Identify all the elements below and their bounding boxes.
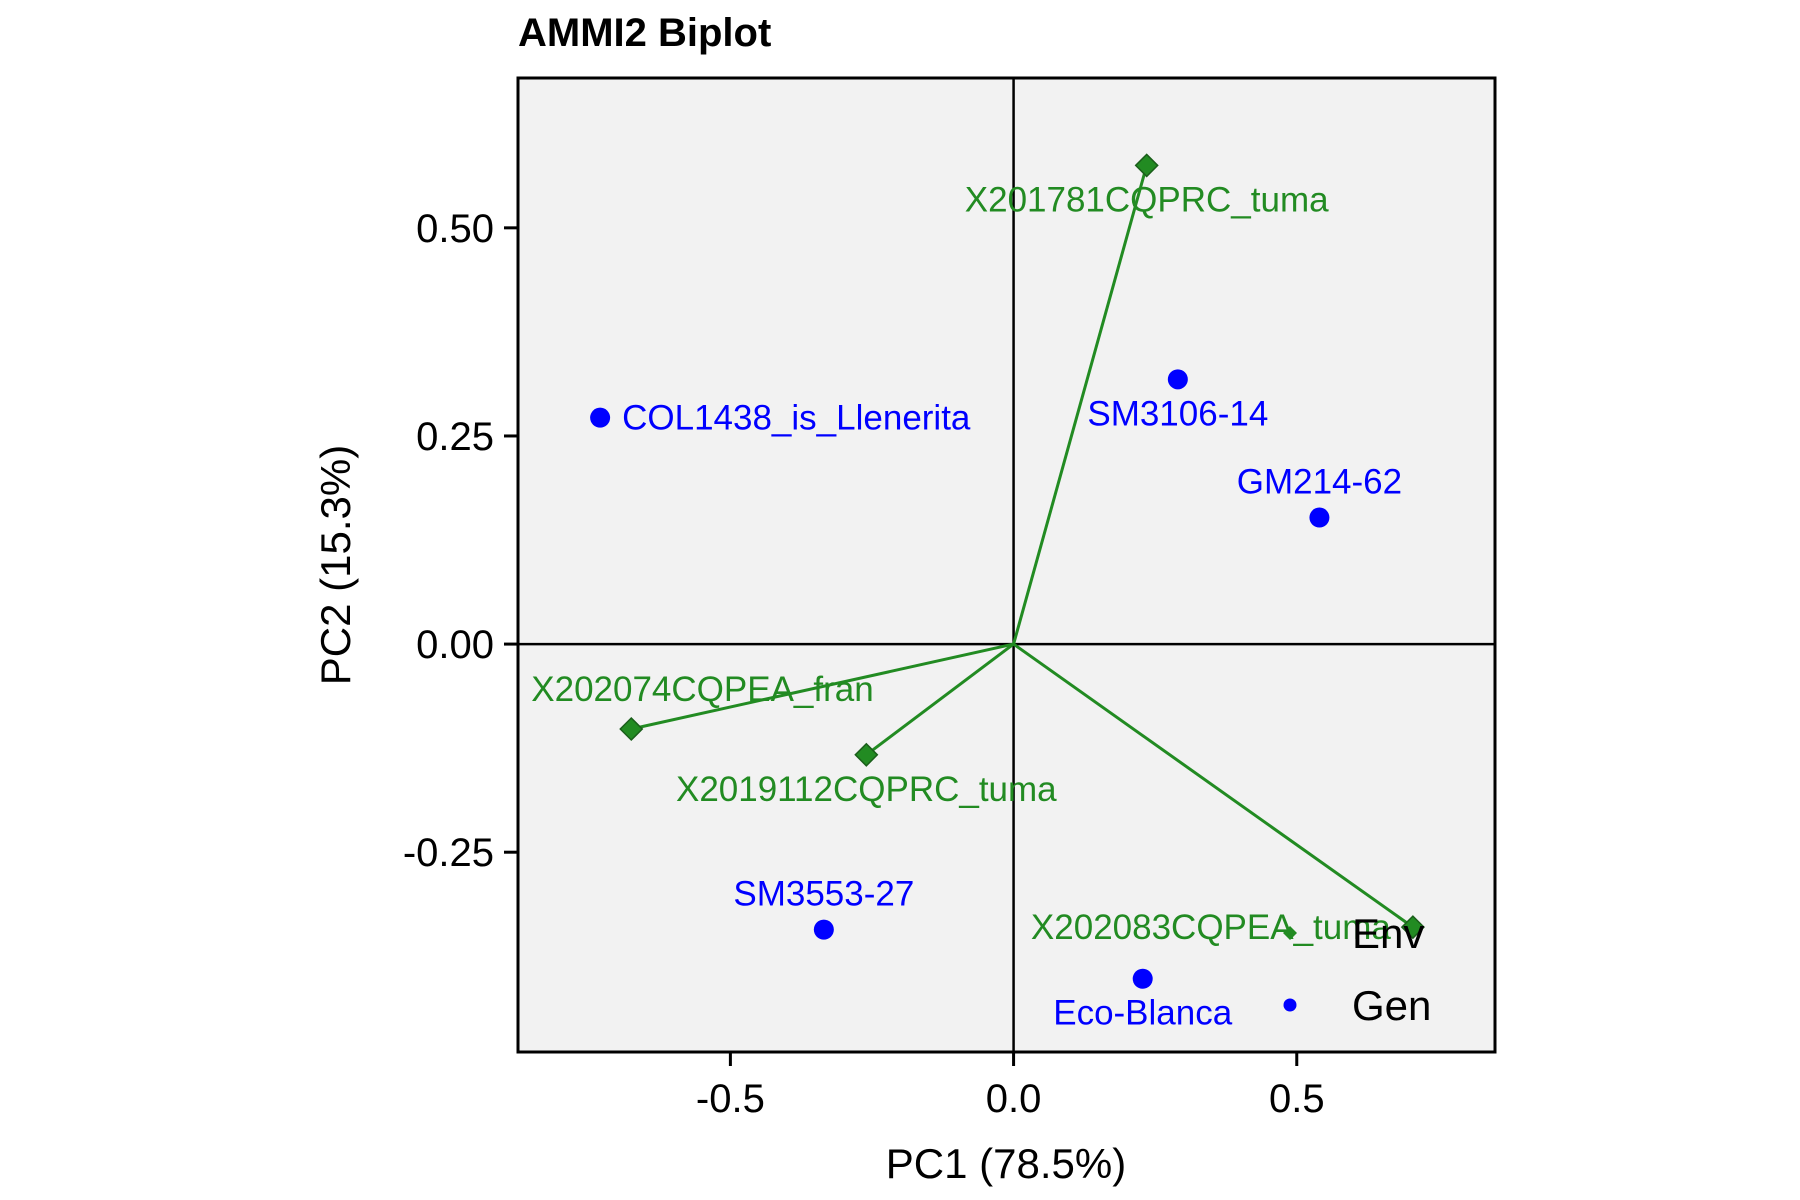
- y-axis-ticks: -0.25 0.00 0.25 0.50: [403, 207, 518, 875]
- point-label-sm3553-27: SM3553-27: [733, 875, 914, 914]
- env-vector-x202083cqpea-tuma: [1012, 642, 1414, 929]
- plot-panel: [518, 78, 1495, 1052]
- y-tick-label: 0.50: [416, 207, 494, 251]
- gen-point-sm3553-27: [813, 919, 834, 940]
- env-point-x202074cqpea-fran: [619, 716, 644, 742]
- point-label-x201781cqprc-tuma: X201781CQPRC_tuma: [965, 180, 1329, 219]
- x-tick-label: -0.5: [696, 1077, 765, 1121]
- point-label-x2019112cqprc-tuma: X2019112CQPRC_tuma: [676, 770, 1057, 809]
- point-labels: X201781CQPRC_tuma X202074CQPEA_fran X20191…: [531, 180, 1402, 1032]
- y-tick-label: 0.25: [416, 415, 494, 459]
- env-point-x202083cqpea-tuma: [1400, 915, 1425, 940]
- point-label-x202083cqpea-tuma: X202083CQPEA_tuma: [1031, 908, 1391, 947]
- chart-title: AMMI2 Biplot: [518, 11, 771, 55]
- legend-label-env: Env: [1352, 910, 1424, 957]
- env-vectors: [630, 165, 1414, 929]
- legend-key-gen: [1283, 998, 1297, 1012]
- x-axis-label: PC1 (78.5%): [886, 1140, 1126, 1187]
- env-point-x201781cqprc-tuma: [1134, 153, 1159, 178]
- env-vector-x2019112cqprc-tuma: [865, 642, 1015, 757]
- y-axis-label: PC2 (15.3%): [312, 445, 359, 685]
- gen-point-sm3106-14: [1167, 369, 1188, 390]
- point-label-col1438-is-llenerita: COL1438_is_Llenerita: [622, 399, 971, 438]
- x-tick-label: 0.0: [986, 1077, 1042, 1121]
- point-label-x202074cqpea-fran: X202074CQPEA_fran: [531, 670, 873, 709]
- env-vector-x201781cqprc-tuma: [1012, 165, 1149, 645]
- y-tick-label: 0.00: [416, 623, 494, 667]
- env-point-x2019112cqprc-tuma: [854, 742, 879, 767]
- legend: Env Gen: [1283, 910, 1431, 1029]
- legend-label-gen: Gen: [1352, 982, 1431, 1029]
- gen-point-col1438-is-llenerita: [590, 407, 611, 428]
- data-points: [590, 153, 1425, 989]
- plot-border: [516, 76, 1497, 1054]
- x-tick-label: 0.5: [1269, 1077, 1325, 1121]
- y-tick-label: -0.25: [403, 831, 494, 875]
- point-label-gm214-62: GM214-62: [1237, 463, 1402, 502]
- env-vector-x202074cqpea-fran: [630, 642, 1014, 731]
- point-label-sm3106-14: SM3106-14: [1087, 394, 1268, 433]
- point-label-eco-blanca: Eco-Blanca: [1053, 994, 1233, 1033]
- gen-point-gm214-62: [1309, 507, 1330, 528]
- gen-point-eco-blanca: [1132, 968, 1153, 989]
- legend-key-env: [1283, 926, 1297, 940]
- x-axis-ticks: -0.5 0.0 0.5: [696, 1052, 1325, 1121]
- reference-lines: [518, 78, 1495, 1052]
